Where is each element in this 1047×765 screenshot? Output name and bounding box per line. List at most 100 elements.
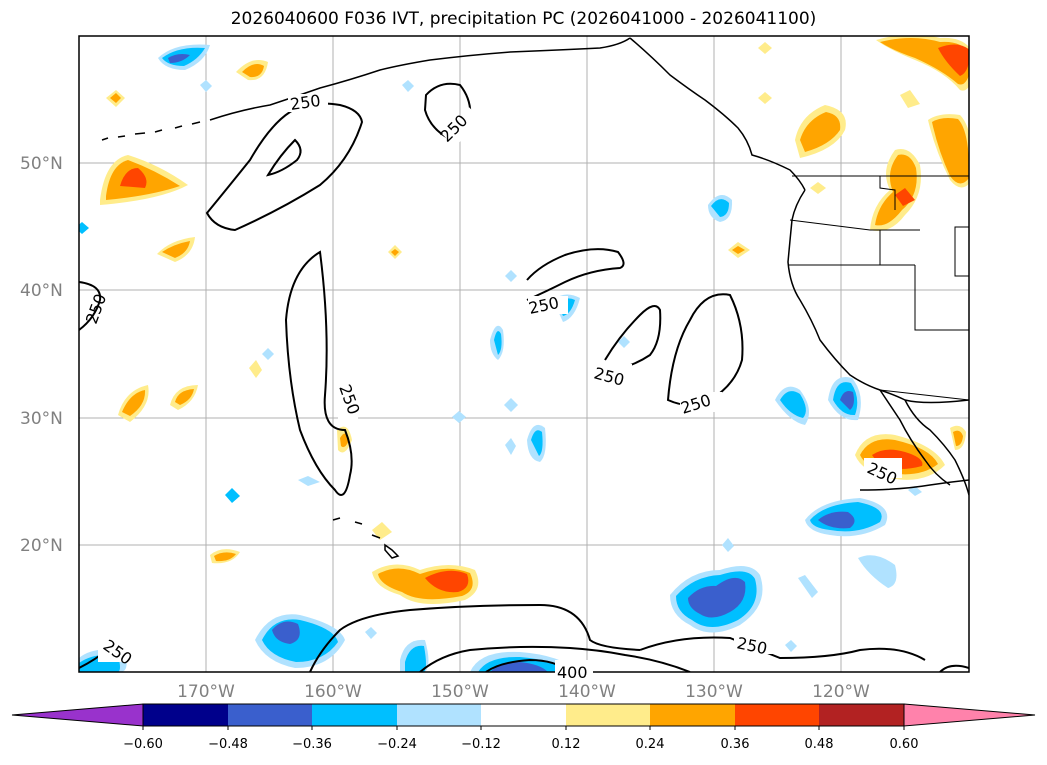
lat-label: 20°N <box>20 536 63 556</box>
precip-blob <box>494 331 502 355</box>
precip-blob <box>175 389 194 405</box>
lon-label: 150°W <box>431 682 489 702</box>
colorbar-tick-label: 0.36 <box>721 737 750 752</box>
colorbar-extend-low <box>11 703 144 727</box>
precip-blob <box>722 538 734 552</box>
map-frame <box>78 35 970 673</box>
colorbar: −0.60 −0.48 −0.36 −0.24 −0.12 0.12 0.24 … <box>11 703 1036 752</box>
precip-blob <box>953 430 963 446</box>
hawaii <box>332 517 400 559</box>
precip-blob <box>372 522 392 540</box>
ivt-contour-250 <box>265 138 302 177</box>
precip-blob <box>858 555 897 588</box>
precip-blob <box>242 64 264 78</box>
precip-blob <box>780 391 806 418</box>
precip-blob <box>365 627 377 639</box>
contour-label: 400 <box>557 663 588 682</box>
ivt-contour-250 <box>939 664 969 672</box>
precip-blob <box>200 80 212 92</box>
precip-blob <box>732 246 745 254</box>
precip-blob <box>785 640 797 652</box>
precip-blob <box>225 488 240 503</box>
latitude-labels: 50°N 40°N 30°N 20°N <box>20 154 63 556</box>
precip-blob <box>452 411 466 423</box>
precip-blob <box>875 154 917 226</box>
precip-blob <box>120 168 147 188</box>
precip-blob <box>711 199 729 217</box>
precip-blob <box>110 93 121 103</box>
precip-blob <box>505 270 517 282</box>
precip-blob <box>162 241 190 258</box>
precip-blob <box>908 486 922 496</box>
state-borders <box>788 175 969 401</box>
precip-blob <box>688 577 746 618</box>
precip-blob <box>402 80 414 92</box>
precip-blob <box>800 112 841 152</box>
colorbar-segment <box>650 704 735 726</box>
precip-blob <box>895 188 915 206</box>
precip-blob <box>810 182 826 194</box>
lon-label: 160°W <box>304 682 362 702</box>
lon-label: 120°W <box>812 682 870 702</box>
mexico-mainland <box>904 399 969 496</box>
precip-blob <box>798 575 818 598</box>
ivt-contour-250 <box>639 636 926 661</box>
precip-blob <box>405 645 426 672</box>
contour-label: 250 <box>289 91 322 114</box>
colorbar-tick-label: 0.60 <box>890 737 919 752</box>
contour-labels: 250 250 250 250 250 250 250 250 250 250 … <box>82 91 902 682</box>
map-title: 2026040600 F036 IVT, precipitation PC (2… <box>230 9 817 29</box>
west-coast <box>787 189 969 404</box>
colorbar-segment <box>143 704 228 726</box>
lon-label: 140°W <box>558 682 616 702</box>
colorbar-segment <box>481 704 566 726</box>
precip-blob <box>272 621 300 644</box>
ivt-contour-250 <box>604 305 662 369</box>
ivt-contour-250 <box>309 603 641 672</box>
ivt-contour-250 <box>284 250 353 496</box>
baja-california <box>879 389 951 486</box>
colorbar-segment <box>735 704 819 726</box>
ivt-contour-250 <box>205 102 364 232</box>
precip-blob <box>758 92 772 104</box>
lon-label: 130°W <box>685 682 743 702</box>
precip-blob <box>122 390 146 416</box>
precip-blob <box>504 398 518 412</box>
colorbar-tick-label: −0.12 <box>461 737 501 752</box>
precip-blob <box>214 552 236 562</box>
colorbar-segment <box>566 704 650 726</box>
longitude-labels: 170°W 160°W 150°W 140°W 130°W 120°W <box>177 682 870 702</box>
colorbar-tick-label: −0.60 <box>123 737 163 752</box>
lat-label: 50°N <box>20 154 63 174</box>
precip-blob <box>758 42 772 54</box>
precip-blob <box>900 90 920 108</box>
alaska-coastline <box>209 37 631 121</box>
precip-blob <box>425 570 469 593</box>
colorbar-segment <box>397 704 481 726</box>
colorbar-extend-high <box>903 703 1036 727</box>
precip-blob <box>618 336 630 348</box>
coastlines <box>101 37 969 559</box>
precip-blob <box>531 430 543 456</box>
colorbar-segment <box>819 704 904 726</box>
lon-label: 170°W <box>177 682 235 702</box>
gridlines <box>79 36 969 672</box>
alaska-panhandle <box>629 37 806 191</box>
lat-label: 30°N <box>20 409 63 429</box>
colorbar-tick-label: 0.24 <box>636 737 665 752</box>
colorbar-tick-label: −0.48 <box>208 737 248 752</box>
precip-blob <box>168 54 190 63</box>
colorbar-tick-label: −0.24 <box>377 737 417 752</box>
precip-blob <box>818 511 855 529</box>
precip-blob <box>932 118 969 184</box>
precip-blob <box>298 476 320 486</box>
ivt-contour-250 <box>526 248 625 301</box>
mexico-coast <box>859 479 969 491</box>
precip-blob <box>391 249 399 256</box>
precip-blob <box>840 391 854 410</box>
lat-label: 40°N <box>20 281 63 301</box>
precip-blob <box>262 348 274 360</box>
ivt-contour-250 <box>79 281 102 331</box>
colorbar-tick-label: −0.36 <box>292 737 332 752</box>
precip-blob <box>79 222 89 234</box>
